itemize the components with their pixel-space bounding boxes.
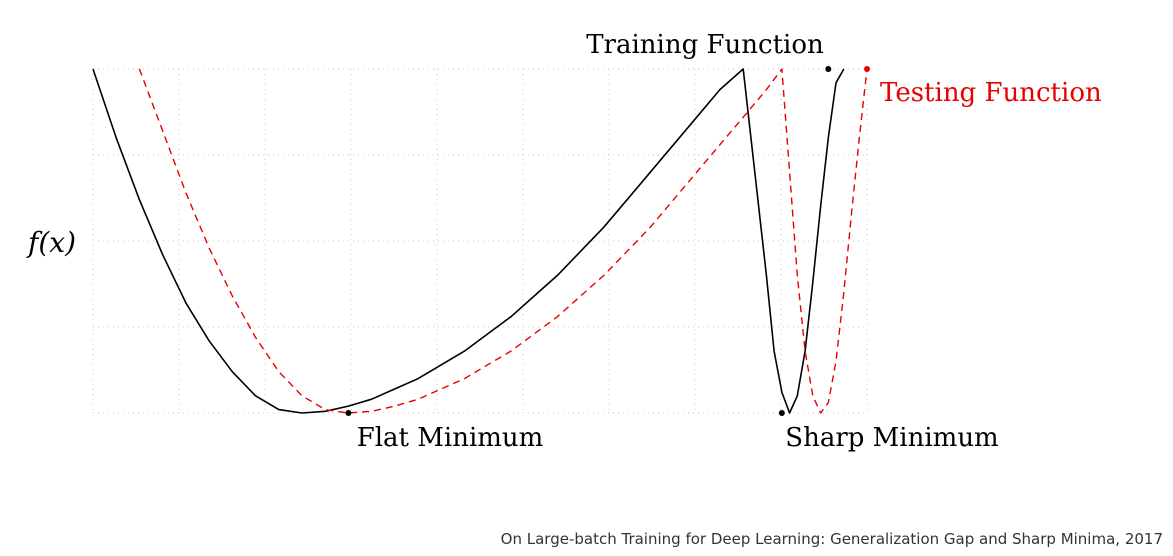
data-point [345,410,352,416]
data-point [778,410,785,416]
annotation-flat-minimum: Flat Minimum [357,423,544,453]
y-axis-label: f(x) [26,226,76,259]
testing-function-line [138,68,868,414]
annotation-sharp-minimum: Sharp Minimum [785,423,998,453]
chart-grid [92,68,868,414]
annotation-testing-function: Testing Function [880,78,1102,108]
chart-series [92,68,868,414]
data-point [864,66,870,72]
training-function-line [92,68,845,414]
citation: On Large-batch Training for Deep Learnin… [500,530,1163,548]
annotation-training-function: Training Function [586,30,824,60]
data-point [825,66,832,72]
chart-points [345,66,870,416]
